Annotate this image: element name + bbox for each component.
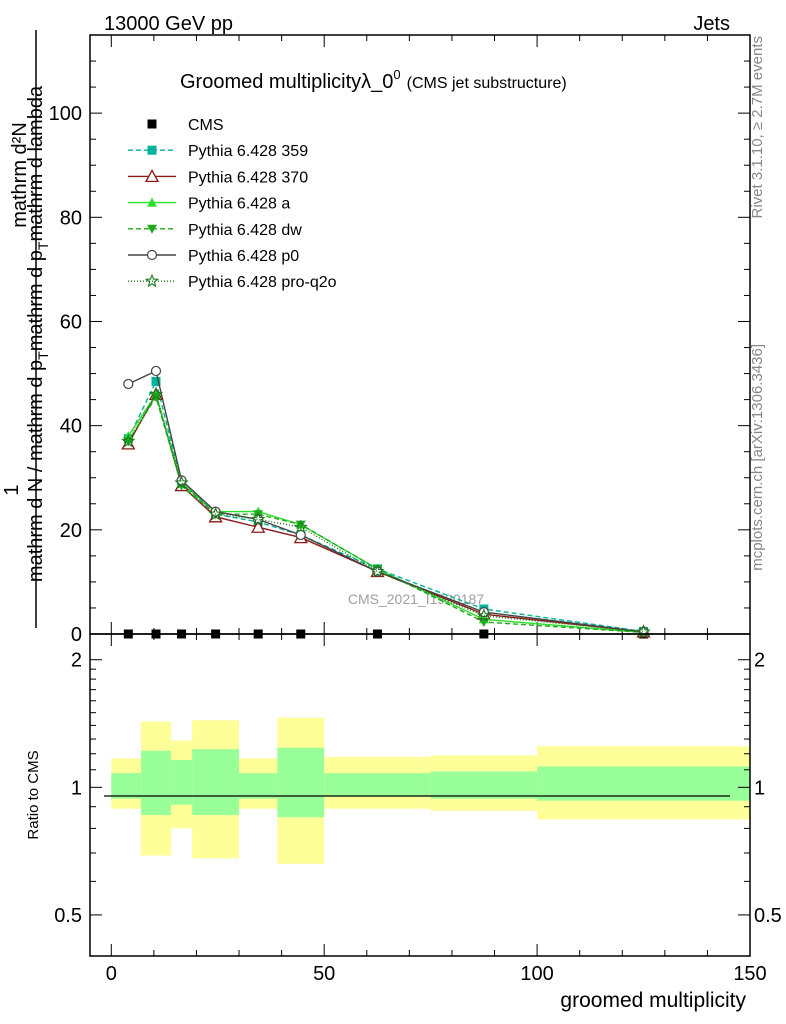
legend-label: Pythia 6.428 p0 — [188, 248, 299, 265]
series-point — [121, 433, 136, 448]
legend-marker — [147, 197, 157, 207]
side-text-bottom: mcplots.cern.ch [arXiv:1306.3436] — [749, 344, 766, 571]
main-y-tick-label: 100 — [49, 103, 82, 125]
plot-title: Groomed multiplicityλ_00 (CMS jet substru… — [180, 67, 567, 93]
plot-title-sup: 0 — [393, 67, 400, 82]
series-point — [295, 520, 306, 530]
series-point — [123, 378, 134, 390]
series-6 — [121, 386, 651, 639]
ratio-frame — [89, 633, 751, 957]
header-left: 13000 GeV pp — [104, 13, 233, 35]
ratio-band-inner — [239, 773, 278, 799]
series-point — [370, 563, 385, 578]
x-tick-label: 150 — [733, 963, 766, 985]
legend-label: CMS — [188, 117, 224, 134]
legend-label: Pythia 6.428 a — [188, 196, 290, 213]
main-y-tick-label: 60 — [60, 311, 82, 333]
main-y-tick-label: 0 — [71, 624, 82, 646]
ratio-y-tick-label: 0.5 — [54, 905, 82, 927]
ratio-y-tick-label-right: 2 — [754, 650, 765, 672]
series-line — [127, 395, 644, 634]
legend-item: CMS — [147, 117, 224, 134]
main-y-label-den-part3: mathrm d lambda — [25, 85, 47, 241]
legend-marker — [144, 273, 160, 288]
legend-label: Pythia 6.428 dw — [188, 222, 302, 239]
legend-item: Pythia 6.428 dw — [128, 222, 302, 239]
main-y-label-numerator: mathrm d²N — [9, 122, 31, 228]
ratio-y-tick-label: 2 — [71, 650, 82, 672]
main-y-tick-label: 80 — [60, 207, 82, 229]
legend-marker — [147, 224, 157, 234]
series-line — [127, 392, 644, 633]
main-ticks: 0 20 40 60 80 100 — [49, 35, 751, 646]
legend: CMS Pythia 6.428 359 Pythia 6.428 370 Pythi… — [128, 117, 337, 291]
series-layer — [121, 365, 651, 639]
legend-item: Pythia 6.428 370 — [128, 169, 308, 186]
legend-item: Pythia 6.428 pro-q2o — [128, 273, 337, 291]
ratio-y-tick-label-right: 0.5 — [754, 905, 782, 927]
series-point — [174, 475, 189, 490]
ratio-band-inner — [141, 750, 171, 816]
ratio-band-inner — [170, 760, 193, 805]
legend-marker — [146, 249, 158, 261]
main-y-tick-label: 20 — [60, 520, 82, 542]
legend-label: Pythia 6.428 370 — [188, 169, 308, 186]
ratio-band-inner — [430, 771, 538, 799]
ratio-y-label: Ratio to CMS — [25, 750, 42, 839]
series-point — [476, 608, 492, 622]
main-y-label-den-part2: mathrm d p — [25, 250, 47, 351]
series-point — [251, 519, 266, 533]
series-point — [150, 365, 162, 377]
x-tick-label: 100 — [520, 963, 553, 985]
legend-marker — [147, 145, 157, 155]
main-y-tick-label: 40 — [60, 416, 82, 438]
ratio-ticks: 0.5 0.5 1 1 2 2 0 50 100 150 — [54, 634, 782, 985]
ratio-band-inner — [537, 766, 750, 801]
header-right: Jets — [693, 13, 730, 35]
series-point — [208, 506, 223, 521]
ratio-band-inner — [324, 773, 431, 797]
main-y-label-sub-2: T — [35, 241, 51, 250]
ratio-band-inner — [277, 747, 325, 818]
legend-item: Pythia 6.428 359 — [128, 143, 308, 160]
plot-subtitle: (CMS jet substructure) — [407, 75, 567, 92]
legend-item: Pythia 6.428 a — [128, 196, 290, 213]
series-point — [148, 386, 164, 401]
legend-label: Pythia 6.428 359 — [188, 143, 308, 160]
series-point — [251, 511, 266, 526]
plot-title-main: Groomed multiplicityλ_0 — [180, 71, 393, 93]
main-y-label: mathrm d²N 1 mathrm d N / mathrm d pTmat… — [1, 30, 51, 628]
main-y-label-denominator: mathrm d N / mathrm d pTmathrm d pTmathr… — [25, 85, 51, 582]
legend-marker — [144, 169, 160, 183]
ratio-band-inner — [111, 773, 142, 799]
legend-item: Pythia 6.428 p0 — [128, 248, 299, 265]
side-text-top: Rivet 3.1.10, ≥ 2.7M events — [749, 36, 766, 219]
ratio-plot: 0.5 0.5 1 1 2 2 0 50 100 150 Ratio to CMS groomed… — [25, 633, 782, 1012]
main-y-label-den-part1: mathrm d N / mathrm d p — [25, 360, 47, 582]
legend-label: Pythia 6.428 pro-q2o — [188, 274, 337, 291]
series-point — [293, 519, 308, 534]
ratio-band-inner — [192, 749, 240, 816]
ratio-y-tick-label-right: 1 — [754, 777, 765, 799]
legend-marker — [147, 119, 157, 129]
x-tick-label: 0 — [106, 963, 117, 985]
ratio-bands — [111, 717, 750, 864]
main-y-label-one: 1 — [1, 484, 23, 495]
series-point — [295, 529, 306, 541]
series-point — [151, 376, 161, 386]
x-axis-label: groomed multiplicity — [560, 989, 746, 1012]
main-y-label-sub-1: T — [35, 351, 51, 360]
x-tick-label: 50 — [313, 963, 335, 985]
ratio-y-tick-label: 1 — [71, 777, 82, 799]
